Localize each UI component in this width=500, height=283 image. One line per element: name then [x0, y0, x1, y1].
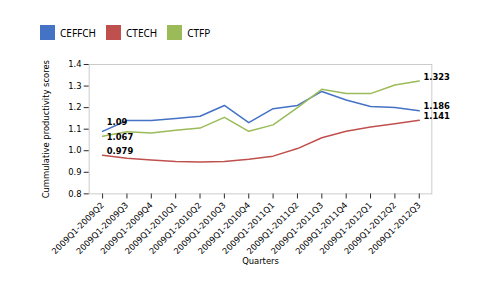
svg-text:1.4: 1.4: [68, 59, 81, 69]
svg-text:2009Q1-2009Q3: 2009Q1-2009Q3: [74, 200, 131, 257]
svg-text:2009Q1-2010Q1: 2009Q1-2010Q1: [122, 200, 179, 257]
svg-text:2009Q1-2009Q4: 2009Q1-2009Q4: [98, 200, 155, 257]
svg-text:1.067: 1.067: [107, 132, 134, 142]
svg-text:2009Q1-2010Q2: 2009Q1-2010Q2: [147, 200, 204, 257]
svg-text:Quarters: Quarters: [242, 256, 279, 266]
svg-text:2009Q1-2011Q2: 2009Q1-2011Q2: [244, 200, 301, 257]
svg-text:2009Q1-2012Q3: 2009Q1-2012Q3: [366, 200, 422, 256]
svg-text:0.8: 0.8: [68, 189, 81, 199]
svg-text:1.141: 1.141: [423, 111, 450, 121]
svg-text:2009Q1-2012Q2: 2009Q1-2012Q2: [342, 200, 399, 257]
svg-text:2009Q1-2011Q4: 2009Q1-2011Q4: [293, 200, 350, 257]
html-text:CTFP: CTFP: [187, 25, 211, 40]
html-text:CEFFCH: CEFFCH: [60, 25, 96, 40]
html-text:CTECH: CTECH: [126, 25, 158, 40]
svg-text:2009Q1-2010Q3: 2009Q1-2010Q3: [171, 200, 228, 257]
svg-text:1.3: 1.3: [68, 81, 81, 91]
svg-text:Cummulative productivity score: Cummulative productivity scores: [41, 60, 51, 198]
svg-text:1.09: 1.09: [107, 117, 128, 127]
svg-text:2009Q1-2011Q1: 2009Q1-2011Q1: [220, 200, 277, 257]
svg-text:0.979: 0.979: [107, 146, 134, 156]
svg-text:1.2: 1.2: [68, 102, 81, 112]
svg-text:1.323: 1.323: [423, 72, 450, 82]
svg-text:1.186: 1.186: [423, 101, 450, 111]
svg-text:2009Q1-2009Q2: 2009Q1-2009Q2: [49, 200, 106, 257]
svg-text:2009Q1-2012Q1: 2009Q1-2012Q1: [317, 200, 374, 257]
svg-text:2009Q1-2010Q4: 2009Q1-2010Q4: [195, 200, 253, 257]
svg-text:2009Q1-2011Q3: 2009Q1-2011Q3: [268, 200, 326, 257]
svg-text:0.9: 0.9: [68, 167, 81, 177]
svg-text:1.0: 1.0: [68, 145, 81, 155]
svg-text:1.1: 1.1: [68, 124, 81, 134]
